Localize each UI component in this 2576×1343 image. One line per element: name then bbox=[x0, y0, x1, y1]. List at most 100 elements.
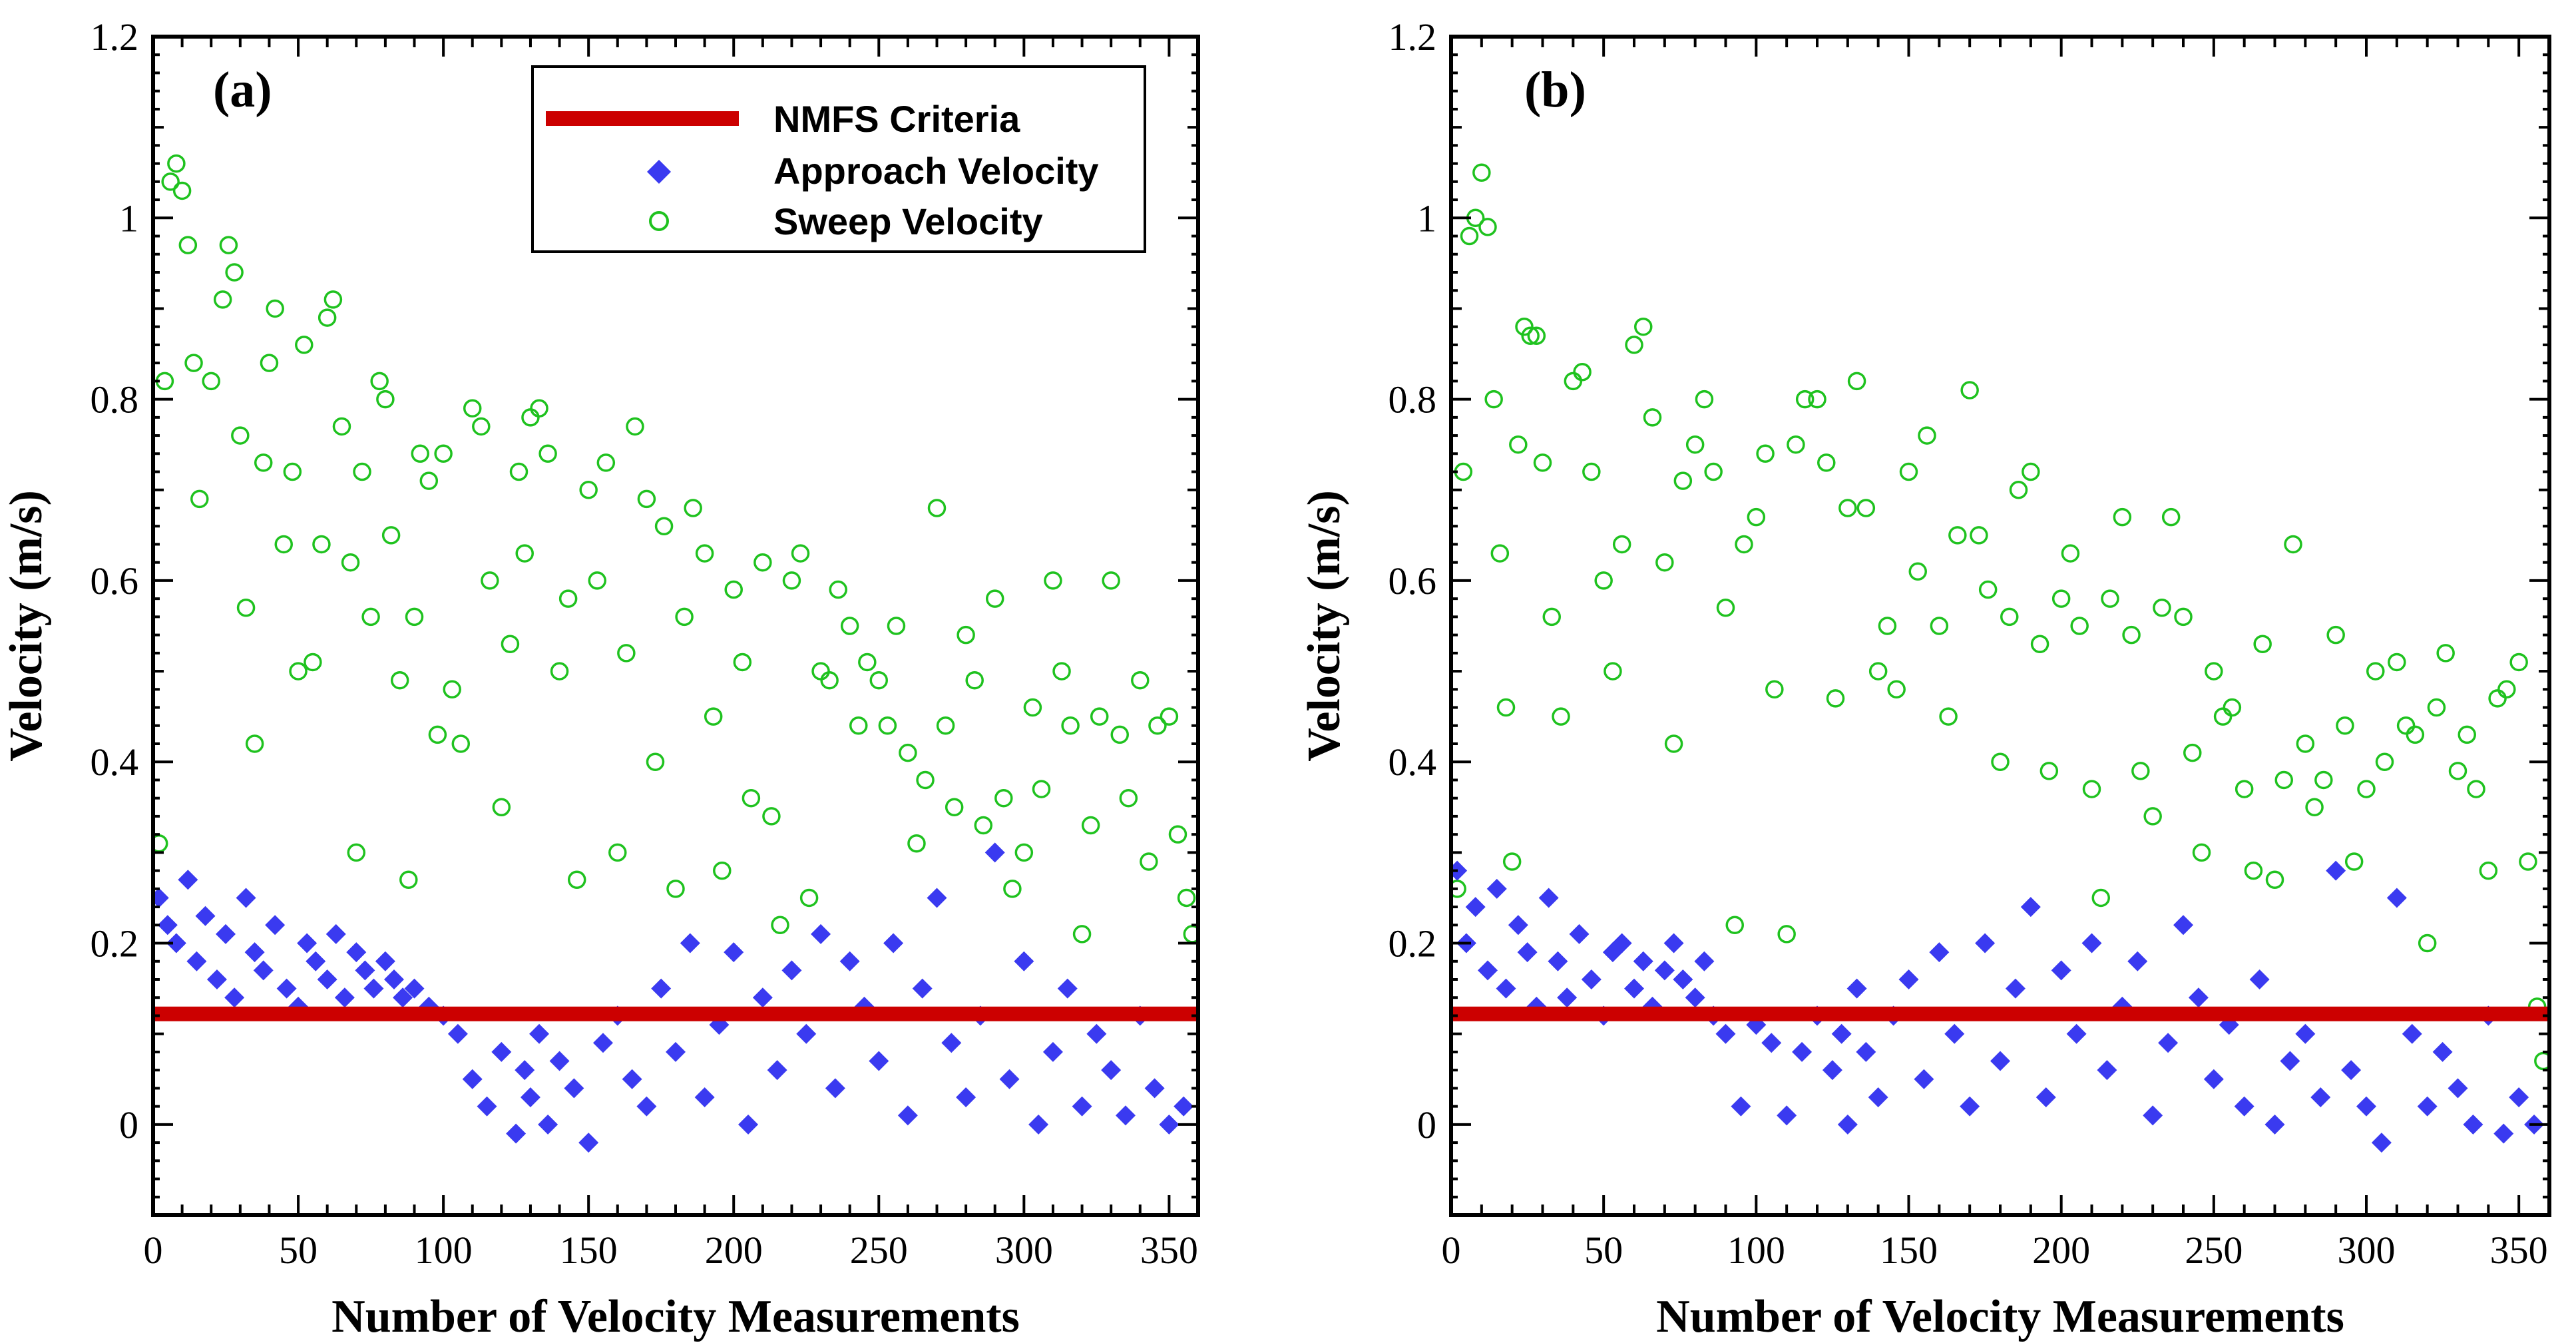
approach-point bbox=[253, 960, 274, 981]
legend: NMFS Criteria Approach Velocity Sweep Ve… bbox=[531, 65, 1146, 253]
sweep-point bbox=[840, 617, 859, 635]
approach-point bbox=[927, 888, 947, 908]
sweep-point bbox=[2388, 653, 2406, 672]
sweep-point bbox=[353, 462, 371, 481]
sweep-point bbox=[1604, 662, 1622, 680]
sweep-point bbox=[1756, 444, 1775, 463]
panel-b-label: (b) bbox=[1524, 62, 1586, 118]
approach-point bbox=[999, 1069, 1020, 1089]
sweep-point bbox=[2113, 507, 2132, 527]
sweep-point bbox=[858, 653, 877, 672]
sweep-point bbox=[530, 399, 548, 417]
sweep-point bbox=[2467, 780, 2485, 798]
sweep-point bbox=[2244, 861, 2263, 880]
sweep-point bbox=[1817, 453, 1836, 472]
sweep-point bbox=[684, 499, 702, 517]
approach-point bbox=[1868, 1087, 1888, 1107]
sweep-point bbox=[1032, 780, 1051, 798]
approach-point bbox=[2234, 1096, 2254, 1117]
sweep-point bbox=[1023, 698, 1042, 717]
sweep-point bbox=[266, 299, 284, 318]
sweep-point bbox=[878, 716, 897, 735]
approach-point bbox=[1792, 1041, 1813, 1062]
approach-point bbox=[506, 1123, 527, 1144]
sweep-point bbox=[405, 607, 424, 627]
sweep-point bbox=[695, 544, 714, 563]
sweep-point bbox=[2051, 589, 2071, 608]
approach-point bbox=[897, 1105, 918, 1126]
sweep-point bbox=[2153, 599, 2171, 617]
sweep-point bbox=[236, 599, 256, 617]
sweep-point bbox=[1119, 788, 1138, 808]
sweep-point bbox=[2314, 770, 2333, 790]
panel-b: 0 50 100 150 200 250 300 350 0 0.2 0.4 0.6 0.8 1 1.2 (… bbox=[1299, 15, 2551, 1342]
sweep-point bbox=[1918, 426, 1936, 445]
sweep-point bbox=[190, 489, 209, 509]
panel-a-xlabel: Number of Velocity Measurements bbox=[331, 1291, 1020, 1342]
x-tick-label: 100 bbox=[415, 1228, 473, 1272]
sweep-point bbox=[376, 390, 395, 409]
approach-point bbox=[1944, 1023, 1965, 1044]
sweep-point bbox=[666, 880, 685, 898]
sweep-point bbox=[283, 462, 302, 481]
sweep-point bbox=[1527, 326, 1546, 346]
sweep-point bbox=[419, 471, 439, 490]
sweep-point bbox=[1478, 218, 1497, 236]
sweep-point bbox=[1808, 390, 1826, 409]
sweep-point bbox=[1685, 435, 1705, 454]
sweep-point bbox=[1826, 689, 1845, 708]
sweep-point bbox=[2061, 544, 2080, 563]
sweep-point bbox=[1612, 535, 1631, 554]
sweep-point bbox=[713, 861, 732, 880]
approach-point bbox=[515, 1060, 535, 1081]
approach-point bbox=[1057, 978, 1078, 999]
sweep-point bbox=[501, 635, 520, 653]
sweep-point bbox=[1451, 880, 1466, 898]
sweep-point bbox=[742, 788, 761, 808]
y-tick-label: 1 bbox=[1417, 196, 1436, 240]
sweep-point bbox=[2143, 807, 2162, 826]
approach-point bbox=[1611, 933, 1632, 953]
approach-point bbox=[236, 888, 256, 908]
sweep-point bbox=[213, 290, 232, 309]
approach-point bbox=[1174, 1096, 1194, 1117]
sweep-point bbox=[2448, 762, 2468, 780]
y-tick-label: 0.2 bbox=[1389, 922, 1437, 965]
sweep-point bbox=[1090, 707, 1109, 726]
sweep-point bbox=[994, 788, 1013, 808]
approach-point bbox=[1990, 1051, 2010, 1071]
sweep-point bbox=[907, 834, 926, 853]
approach-point bbox=[2036, 1087, 2056, 1107]
y-tick-label: 0.2 bbox=[91, 922, 139, 965]
sweep-point bbox=[1081, 816, 1100, 835]
sweep-point bbox=[1177, 888, 1196, 908]
approach-point bbox=[2158, 1033, 2179, 1053]
y-tick-label: 0.8 bbox=[1389, 378, 1437, 421]
sweep-point bbox=[1930, 617, 1949, 635]
x-tick-label: 150 bbox=[1880, 1228, 1938, 1272]
approach-point bbox=[2127, 951, 2148, 971]
approach-point bbox=[869, 1051, 889, 1071]
legend-approach-label: Approach Velocity bbox=[773, 150, 1099, 192]
approach-point bbox=[2051, 960, 2071, 981]
sweep-point bbox=[675, 607, 694, 627]
approach-point bbox=[984, 842, 1005, 863]
approach-point bbox=[1014, 951, 1034, 971]
sweep-point bbox=[567, 870, 586, 889]
y-tick-label: 1.2 bbox=[91, 15, 139, 59]
sweep-point bbox=[1625, 336, 1643, 354]
sweep-point bbox=[2223, 698, 2242, 717]
y-tick-label: 0.4 bbox=[91, 740, 139, 784]
sweep-point bbox=[753, 553, 772, 572]
y-tick-label: 1.2 bbox=[1389, 15, 1437, 59]
approach-point bbox=[1086, 1023, 1107, 1044]
sweep-point bbox=[1542, 607, 1561, 627]
approach-point bbox=[1115, 1105, 1136, 1126]
sweep-point bbox=[579, 481, 598, 499]
approach-point bbox=[186, 951, 207, 971]
sweep-point bbox=[1502, 852, 1522, 871]
y-tick-label: 0 bbox=[119, 1103, 138, 1147]
approach-point bbox=[224, 987, 245, 1008]
sweep-point bbox=[231, 426, 250, 445]
approach-point bbox=[767, 1060, 787, 1081]
